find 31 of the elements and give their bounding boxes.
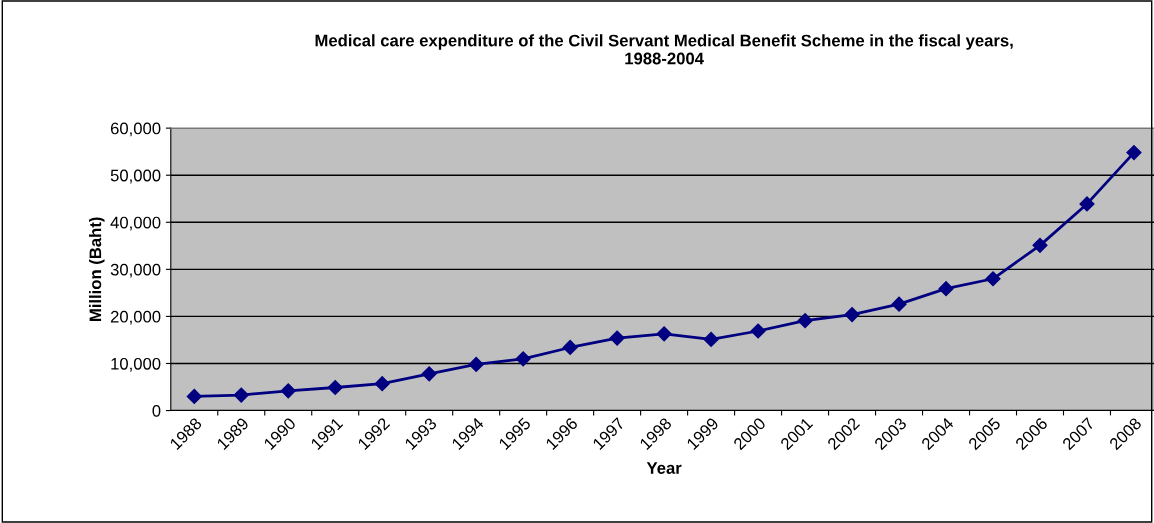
- x-axis-title: Year: [646, 462, 682, 474]
- point: [656, 326, 672, 342]
- y-tick-label: 30,000: [110, 263, 161, 278]
- point: [186, 388, 202, 405]
- point: [609, 330, 625, 346]
- point: [750, 323, 766, 339]
- point: [797, 313, 813, 329]
- point: [1079, 196, 1095, 212]
- point: [562, 339, 578, 356]
- point: [1032, 237, 1048, 253]
- point: [374, 376, 390, 392]
- point: [891, 296, 907, 312]
- point: [233, 387, 249, 403]
- y-axis-title: Million (Baht): [89, 217, 105, 321]
- point: [327, 379, 343, 396]
- point: [468, 356, 484, 372]
- point: [515, 351, 531, 367]
- point: [421, 366, 437, 382]
- chart-title: Medical care expenditure of the Civil Servant Medical Benefit Scheme in the fiscal years, 1988-2004: [315, 34, 1013, 65]
- point: [280, 383, 296, 399]
- point: [703, 331, 719, 348]
- y-tick-label: 40,000: [110, 216, 161, 231]
- y-tick-label: 50,000: [110, 169, 161, 184]
- y-tick-label: 20,000: [110, 310, 161, 325]
- point: [985, 271, 1001, 287]
- y-tick-label: 60,000: [110, 122, 161, 137]
- point: [938, 281, 954, 297]
- y-tick-label: 0: [152, 404, 161, 417]
- point: [1126, 145, 1142, 161]
- y-tick-label: 10,000: [111, 357, 161, 372]
- point: [844, 306, 860, 323]
